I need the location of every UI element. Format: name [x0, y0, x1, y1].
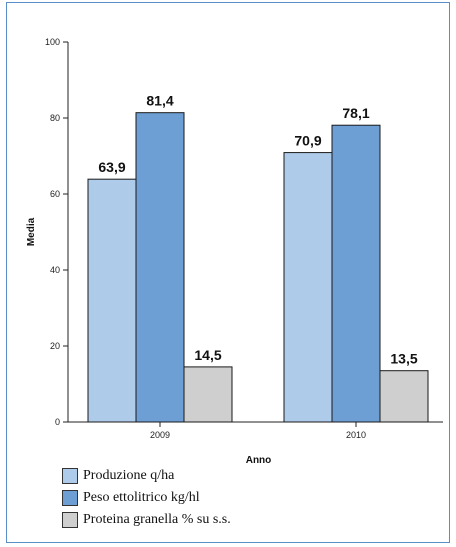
y-tick-label: 40 [50, 265, 60, 275]
legend: Produzione q/ha Peso ettolitrico kg/hl P… [62, 465, 231, 531]
legend-swatch-produzione [62, 468, 78, 484]
x-axis: 2009 2010 [68, 421, 443, 440]
data-label-proteina-2010: 13,5 [390, 351, 417, 367]
data-label-peso-2010: 78,1 [342, 105, 369, 121]
data-label-produzione-2010: 70,9 [294, 133, 321, 149]
y-axis-title: Media [26, 217, 37, 246]
bars [87, 112, 429, 423]
y-tick-label: 80 [50, 113, 60, 123]
bar-peso-2009 [135, 112, 185, 423]
legend-item-peso: Peso ettolitrico kg/hl [62, 487, 231, 509]
legend-label-produzione: Produzione q/ha [83, 468, 175, 483]
y-tick-label: 20 [50, 341, 60, 351]
legend-label-peso: Peso ettolitrico kg/hl [83, 490, 200, 505]
data-label-peso-2009: 81,4 [146, 93, 173, 109]
bar-produzione-2010 [283, 152, 333, 423]
data-labels: 63,9 81,4 14,5 70,9 78,1 13,5 [98, 93, 417, 367]
bar-chart: 0 20 40 60 80 100 2009 2010 63,9 81,4 14,5 70,9 78… [26, 37, 443, 466]
x-tick-label: 2009 [150, 430, 170, 440]
legend-item-proteina: Proteina granella % su s.s. [62, 509, 231, 531]
legend-swatch-peso [62, 490, 78, 506]
data-label-proteina-2009: 14,5 [194, 347, 221, 363]
legend-item-produzione: Produzione q/ha [62, 465, 231, 487]
y-tick-label: 100 [45, 37, 60, 47]
data-label-produzione-2009: 63,9 [98, 159, 125, 175]
y-tick-label: 0 [55, 417, 60, 427]
legend-swatch-proteina [62, 512, 78, 528]
bar-peso-2010 [331, 124, 381, 423]
bar-proteina-2009 [183, 366, 233, 423]
legend-label-proteina: Proteina granella % su s.s. [83, 512, 231, 527]
x-tick-label: 2010 [346, 430, 366, 440]
bar-produzione-2009 [87, 178, 137, 423]
bar-proteina-2010 [379, 370, 429, 423]
y-tick-label: 60 [50, 189, 60, 199]
x-axis-title: Anno [246, 455, 272, 466]
y-axis: 0 20 40 60 80 100 [45, 37, 69, 427]
